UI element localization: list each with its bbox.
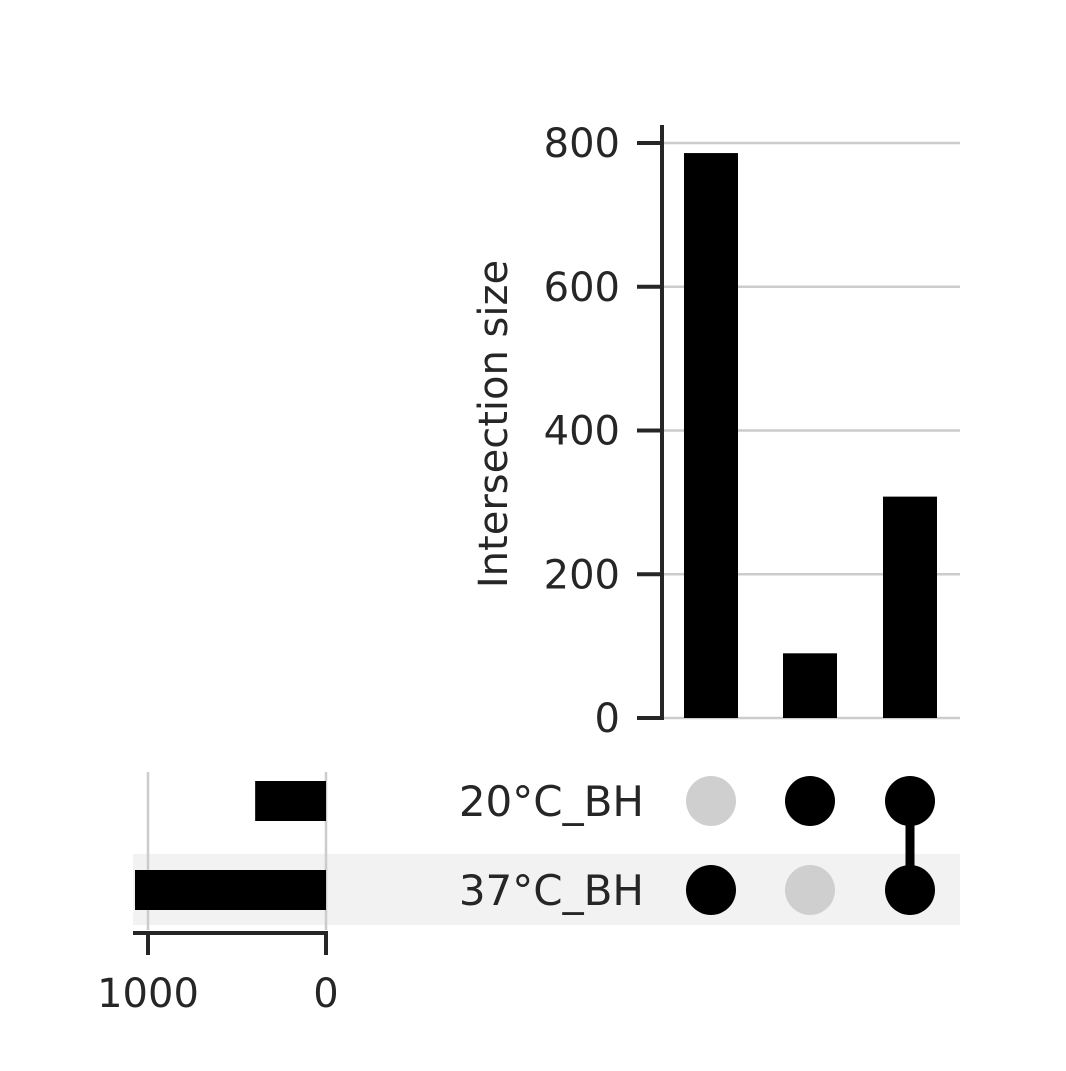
matrix-dot-active [885,776,935,826]
matrix-dot-inactive [686,776,736,826]
matrix-dot-inactive [785,865,835,915]
matrix-dot-active [885,865,935,915]
matrix-dot-active [785,776,835,826]
set-labels: 20°C_BH 37°C_BH [459,777,644,915]
set-size-bar [135,870,326,910]
set-label: 37°C_BH [459,866,644,915]
y-axis-label: Intersection size [471,260,517,588]
set-size-bars [135,772,328,930]
y-tick-label: 800 [544,121,620,167]
y-axis: 0 200 400 600 800 [544,121,664,742]
y-tick-label: 600 [544,265,620,311]
intersection-bars [684,153,937,718]
membership-matrix [686,776,935,915]
y-axis-ticks: 0 200 400 600 800 [544,121,662,742]
set-size-tick-label: 0 [313,971,338,1017]
intersection-bar [883,496,937,718]
intersection-bar [783,653,837,718]
y-tick-label: 200 [544,552,620,598]
matrix-dot-active [686,865,736,915]
y-tick-label: 400 [544,409,620,455]
intersection-bar [684,153,738,718]
set-label: 20°C_BH [459,777,644,826]
set-size-tick-label: 1000 [97,971,199,1017]
set-size-axis: 1000 0 [97,931,339,1017]
set-size-bar [255,781,326,821]
y-tick-label: 0 [595,696,620,742]
